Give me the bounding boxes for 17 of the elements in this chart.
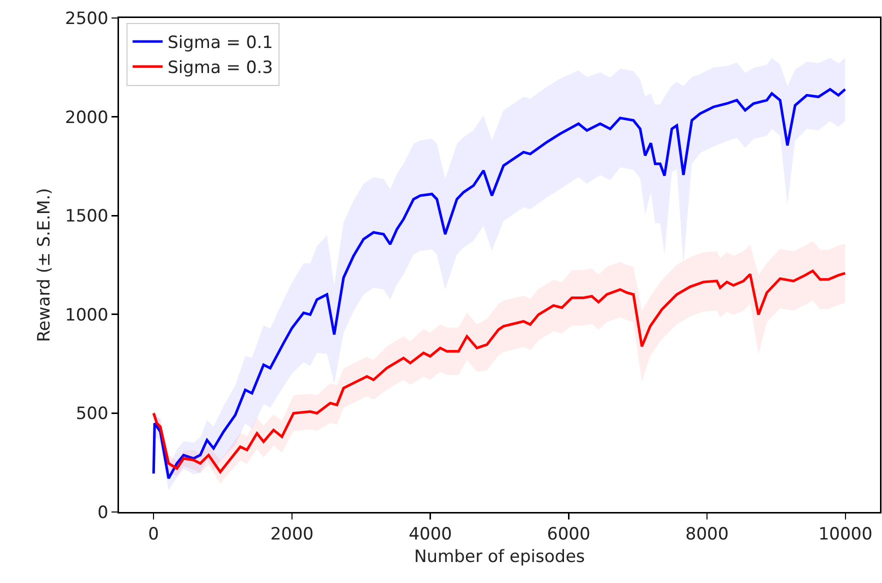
x-tick-label: 8000 <box>685 524 729 545</box>
x-tick-label: 2000 <box>270 524 314 545</box>
legend-label: Sigma = 0.3 <box>168 58 273 78</box>
y-tick-label: 1500 <box>65 206 108 227</box>
y-tick-label: 500 <box>76 404 108 424</box>
x-axis-title: Number of episodes <box>414 546 586 567</box>
y-tick-label: 2500 <box>65 8 108 29</box>
x-tick-label: 6000 <box>547 524 590 545</box>
line-series <box>152 270 846 474</box>
y-axis-title: Reward (± S.E.M.) <box>34 188 55 342</box>
y-tick-label: 1000 <box>65 305 108 326</box>
y-tick-label: 0 <box>97 502 108 523</box>
legend-label: Sigma = 0.1 <box>168 33 273 54</box>
x-tick-label: 4000 <box>408 524 452 545</box>
x-tick-label: 10000 <box>818 524 872 545</box>
y-tick-label: 2000 <box>65 108 108 128</box>
x-tick-label: 0 <box>148 524 160 545</box>
